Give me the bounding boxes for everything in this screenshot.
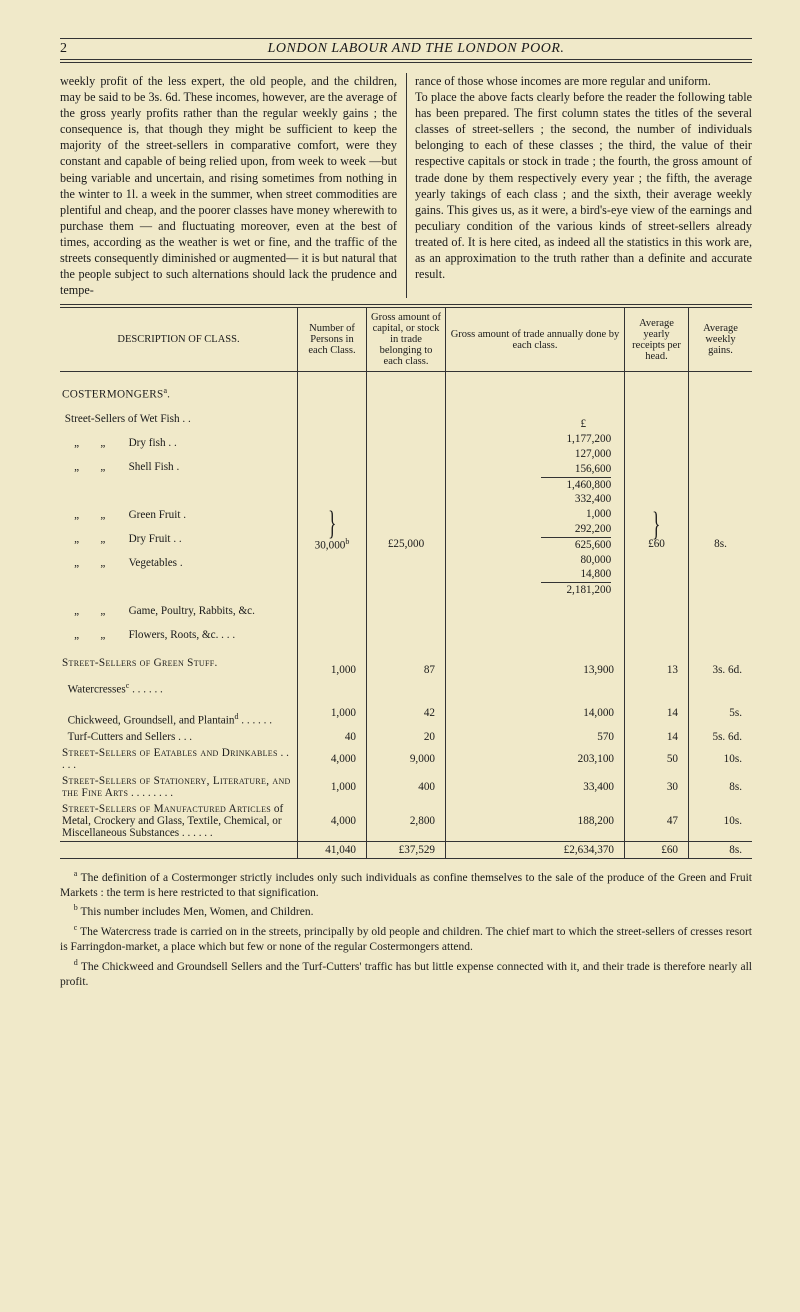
greenstuff-head: Street-Sellers of Green Stuff. [62, 657, 218, 669]
item-game: Game, Poultry, Rabbits, &c. [129, 605, 255, 617]
row-greenstuff2: Chickweed, Groundsell, and Plantaind . .… [60, 698, 752, 729]
item-vegetables: Vegetables . [129, 557, 183, 569]
body-prose: weekly profit of the less expert, the ol… [60, 73, 752, 305]
stationery-head: Street-Sellers of Stationery, Literature… [62, 775, 291, 799]
watercresses: Watercresses [68, 684, 126, 696]
cell: 8s. [689, 773, 753, 801]
cell: 13,900 [446, 643, 625, 698]
cell: 1,000 [298, 643, 367, 698]
cell: 1,000 [298, 773, 367, 801]
cell: 14,000 [446, 698, 625, 729]
cell: 30 [625, 773, 689, 801]
manufactured-head: Street-Sellers of Manufactured Articles [62, 803, 271, 815]
row-costermongers: COSTERMONGERSa. Street-Sellers of Wet Fi… [60, 372, 752, 643]
prose-left: weekly profit of the less expert, the ol… [60, 73, 397, 298]
cell: 400 [367, 773, 446, 801]
cell: 40 [298, 729, 367, 745]
cell: 1,000 [298, 698, 367, 729]
col-gains: Average weekly gains. [689, 308, 753, 372]
cell: 33,400 [446, 773, 625, 801]
table-header-row: DESCRIPTION OF CLASS. Number of Persons … [60, 308, 752, 372]
eatables-head: Street-Sellers of Eatables and Drinkable… [62, 747, 278, 759]
costermongers-heading: COSTERMONGERS [62, 389, 164, 401]
coster-persons: } 30,000b [298, 372, 367, 643]
chickweed: Chickweed, Groundsell, and Plantain [68, 715, 235, 727]
col-receipts: Average yearly receipts per head. [625, 308, 689, 372]
cell: 20 [367, 729, 446, 745]
item-dryfish: Dry fish . . [129, 437, 177, 449]
cell: 2,800 [367, 801, 446, 842]
item-flowers: Flowers, Roots, &c. . . . [129, 629, 236, 641]
cell: 4,000 [298, 801, 367, 842]
col-description: DESCRIPTION OF CLASS. [60, 308, 298, 372]
row-stationery: Street-Sellers of Stationery, Literature… [60, 773, 752, 801]
running-head: 2 LONDON LABOUR AND THE LONDON POOR. [60, 41, 752, 60]
header-rule-2 [60, 62, 752, 63]
page-number: 2 [60, 41, 80, 57]
footnotes: a The definition of a Costermonger stric… [60, 869, 752, 991]
cell: 10s. [689, 745, 753, 773]
subhead: Street-Sellers of [65, 413, 137, 425]
statistics-table: DESCRIPTION OF CLASS. Number of Persons … [60, 307, 752, 858]
cell: 47 [625, 801, 689, 842]
cell: 9,000 [367, 745, 446, 773]
cell: 87 [367, 643, 446, 698]
item-wetfish: Wet Fish . . [140, 413, 191, 425]
coster-trade: £ 1,177,200 127,000 156,600 1,460,800 33… [446, 372, 625, 643]
row-totals: 41,040 £37,529 £2,634,370 £60 8s. [60, 841, 752, 858]
row-turfcutters: Turf-Cutters and Sellers . . . 40 20 570… [60, 729, 752, 745]
cell: 14 [625, 729, 689, 745]
col-persons: Number of Persons in each Class. [298, 308, 367, 372]
fn-c: The Watercress trade is carried on in th… [60, 926, 752, 954]
total-capital: £37,529 [367, 841, 446, 858]
item-greenfruit: Green Fruit . [129, 509, 186, 521]
col-trade: Gross amount of trade annually done by e… [446, 308, 625, 372]
fn-a-ref: a [164, 386, 168, 395]
fn-b: This number includes Men, Women, and Chi… [80, 906, 313, 918]
fn-a: The definition of a Costermonger strictl… [60, 871, 752, 899]
cell: 42 [367, 698, 446, 729]
total-gains: 8s. [689, 841, 753, 858]
cell: 188,200 [446, 801, 625, 842]
fn-d: The Chickweed and Groundsell Sellers and… [60, 960, 752, 988]
cell: 5s. 6d. [689, 729, 753, 745]
cell: 50 [625, 745, 689, 773]
cell: 10s. [689, 801, 753, 842]
top-rule [60, 38, 752, 39]
turfcutters: Turf-Cutters and Sellers . . . [68, 731, 193, 743]
prose-right: rance of those whose incomes are more re… [415, 73, 752, 282]
cell: 4,000 [298, 745, 367, 773]
cell: 14 [625, 698, 689, 729]
coster-capital: £25,000 [367, 372, 446, 643]
item-dryfruit: Dry Fruit . . [129, 533, 182, 545]
total-persons: 41,040 [298, 841, 367, 858]
cell: 3s. 6d. [689, 643, 753, 698]
cell: 570 [446, 729, 625, 745]
cell: 13 [625, 643, 689, 698]
row-eatables: Street-Sellers of Eatables and Drinkable… [60, 745, 752, 773]
total-receipts: £60 [625, 841, 689, 858]
row-manufactured: Street-Sellers of Manufactured Articles … [60, 801, 752, 842]
coster-gains: 8s. [689, 372, 753, 643]
cell: 203,100 [446, 745, 625, 773]
total-trade: £2,634,370 [446, 841, 625, 858]
col-capital: Gross amount of capital, or stock in tra… [367, 308, 446, 372]
item-shellfish: Shell Fish . [129, 461, 180, 473]
cell: 5s. [689, 698, 753, 729]
coster-receipts: } £60 [625, 372, 689, 643]
running-title: LONDON LABOUR AND THE LONDON POOR. [80, 41, 752, 57]
row-greenstuff1: Street-Sellers of Green Stuff. Watercres… [60, 643, 752, 698]
